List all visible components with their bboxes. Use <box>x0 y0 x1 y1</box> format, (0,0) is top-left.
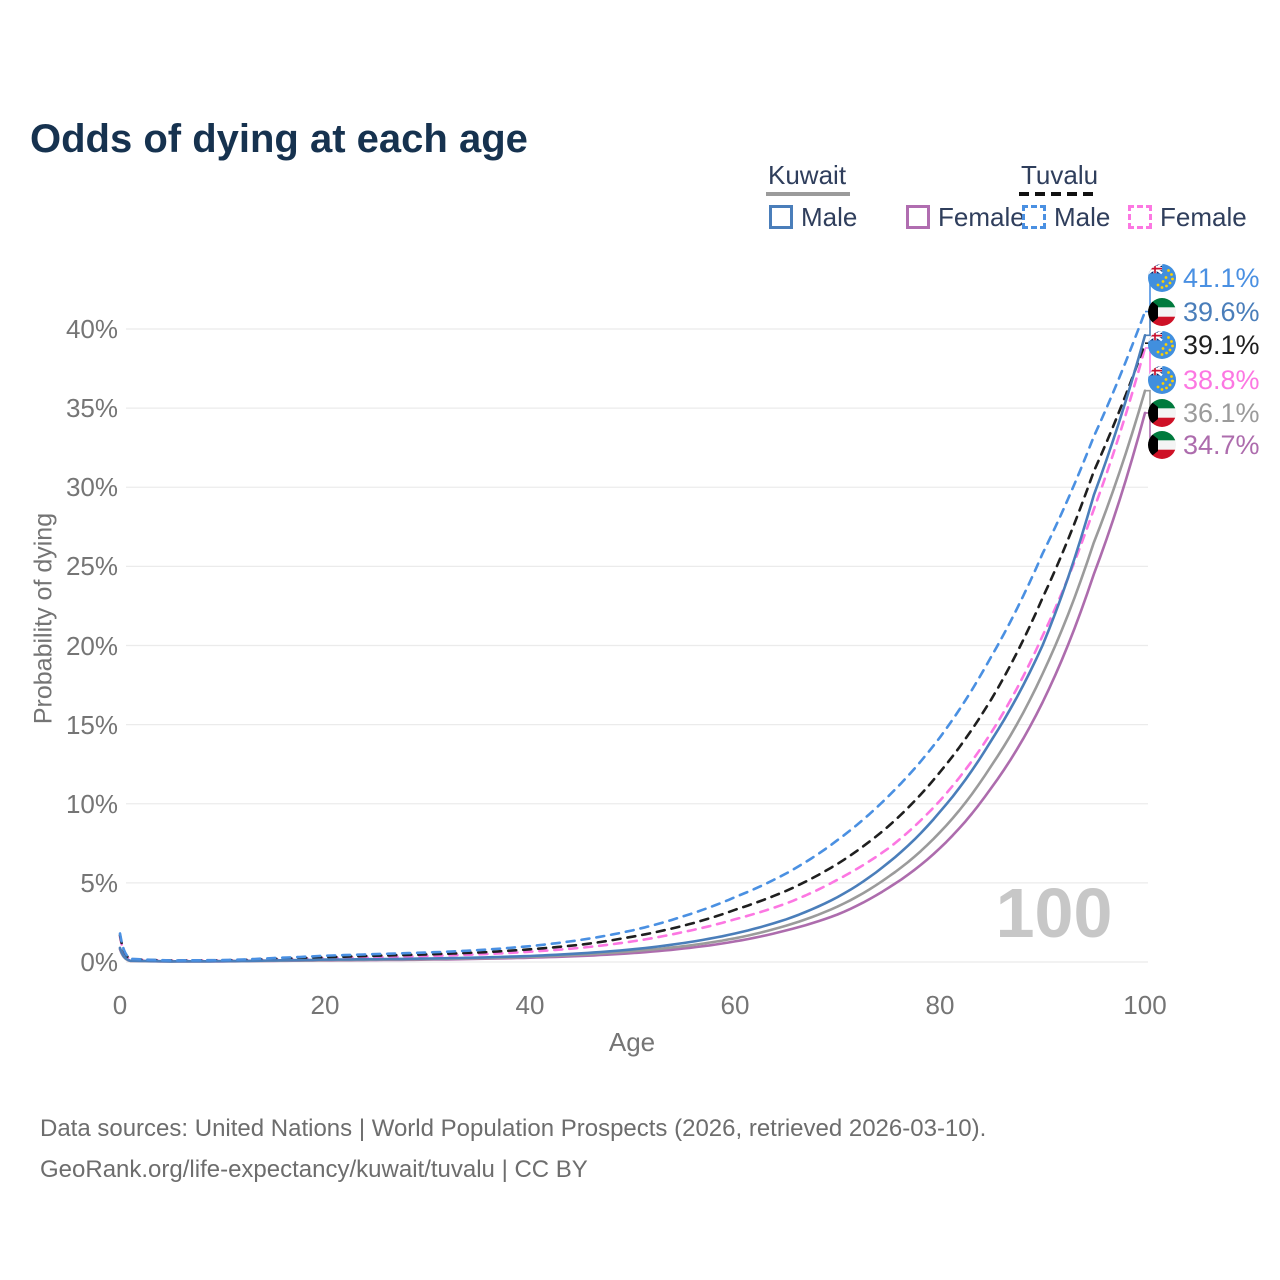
end-value: 36.1% <box>1183 398 1260 428</box>
x-tick-label: 0 <box>112 990 128 1020</box>
series-line-kuwait <box>118 389 1147 963</box>
x-tick-label: 60 <box>720 990 750 1020</box>
kuwait-flag-icon <box>1148 399 1176 427</box>
legend-tuvalu-line-swatch <box>1019 192 1099 196</box>
legend-country-tuvalu: Tuvalu <box>1021 160 1099 190</box>
legend-checkbox-kuwait-female[interactable] <box>906 205 930 229</box>
end-label-kuwait-female: 34.7% <box>1148 431 1260 459</box>
kuwait-flag-icon <box>1148 431 1176 459</box>
legend-label-tuvalu-female: Female <box>1160 202 1247 232</box>
page-title: Odds of dying at each age <box>30 116 528 161</box>
tuvalu-flag-icon <box>1148 264 1176 292</box>
legend-label-kuwait-male: Male <box>801 202 858 232</box>
y-tick-label: 30% <box>65 472 118 503</box>
end-value: 41.1% <box>1183 263 1260 293</box>
end-label-tuvalu-male: 41.1% <box>1148 264 1260 292</box>
footer-link: GeoRank.org/life-expectancy/kuwait/tuval… <box>40 1156 588 1183</box>
x-axis-title: Age <box>608 1027 656 1057</box>
end-value: 39.6% <box>1183 297 1260 327</box>
end-label-tuvalu-both: 39.1% <box>1148 331 1260 359</box>
series-line-kuwait-male <box>118 333 1147 963</box>
y-tick-label: 0% <box>80 947 118 977</box>
end-label-kuwait-male: 39.6% <box>1148 298 1260 326</box>
legend-checkbox-tuvalu-female[interactable] <box>1128 205 1152 229</box>
y-tick-label: 25% <box>65 551 118 582</box>
y-tick-label: 10% <box>65 788 118 819</box>
footer: Data sources: United Nations | World Pop… <box>40 1108 986 1190</box>
end-value: 34.7% <box>1183 430 1260 460</box>
end-label-kuwait-both: 36.1% <box>1148 399 1260 427</box>
x-tick-label: 80 <box>925 990 955 1020</box>
end-value: 38.8% <box>1183 365 1260 395</box>
series-line-tuvalu-female <box>118 346 1147 963</box>
kuwait-flag-icon <box>1148 298 1176 326</box>
legend-label-tuvalu-male: Male <box>1054 202 1111 232</box>
legend-kuwait-line-swatch <box>766 192 850 196</box>
series-line-tuvalu-male <box>118 310 1147 962</box>
series-line-kuwait-female <box>118 411 1147 963</box>
y-tick-label: 40% <box>65 314 118 344</box>
tuvalu-flag-icon <box>1148 331 1176 359</box>
end-value: 39.1% <box>1183 330 1260 360</box>
legend-country-kuwait: Kuwait <box>768 160 847 190</box>
x-tick-label: 40 <box>515 990 545 1020</box>
series-line-tuvalu <box>118 341 1147 962</box>
y-tick-label: 5% <box>80 867 118 898</box>
legend-checkbox-kuwait-male[interactable] <box>769 205 793 229</box>
tuvalu-flag-icon <box>1148 366 1176 394</box>
y-tick-label: 35% <box>65 393 118 424</box>
watermark-age-100: 100 <box>996 874 1113 952</box>
end-label-tuvalu-female: 38.8% <box>1148 366 1260 394</box>
footer-sources: Data sources: United Nations | World Pop… <box>40 1115 987 1142</box>
legend-checkbox-tuvalu-male[interactable] <box>1022 205 1046 229</box>
y-tick-label: 20% <box>65 630 118 661</box>
legend-label-kuwait-female: Female <box>938 202 1025 232</box>
y-tick-label: 15% <box>65 709 118 740</box>
x-tick-label: 100 <box>1123 990 1167 1020</box>
x-tick-label: 20 <box>310 990 340 1020</box>
